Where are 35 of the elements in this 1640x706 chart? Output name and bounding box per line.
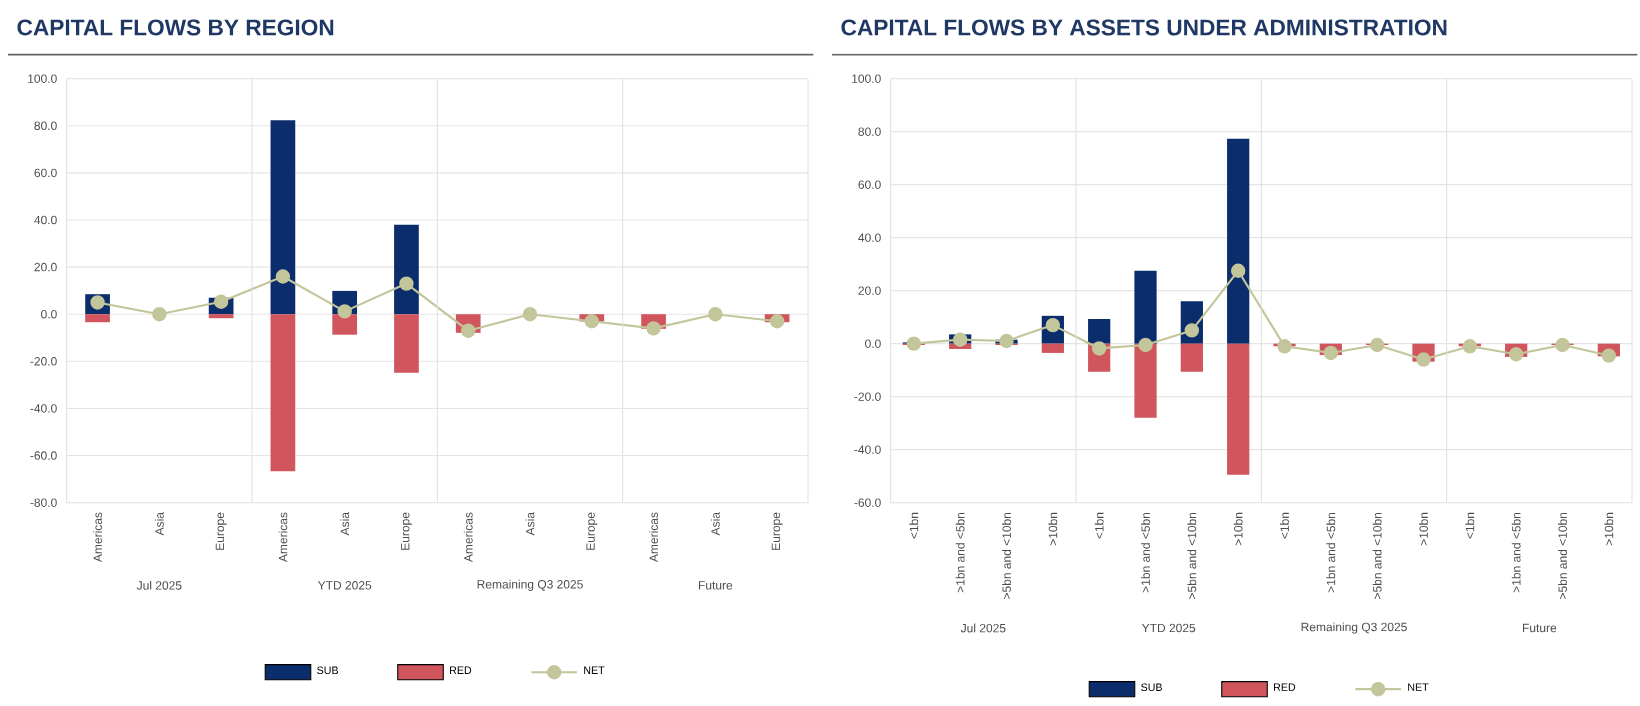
point (1462, 339, 1478, 354)
bar (1180, 343, 1203, 372)
point (646, 321, 661, 336)
point (522, 307, 538, 322)
point (584, 314, 599, 329)
point (275, 269, 291, 284)
bar (394, 314, 419, 373)
bar (1227, 343, 1250, 476)
bar (85, 314, 110, 323)
point (1230, 263, 1246, 279)
point (1277, 339, 1292, 354)
bar (332, 314, 358, 335)
bar (1134, 343, 1157, 419)
bar (394, 224, 419, 315)
point (337, 304, 352, 319)
bar (1041, 343, 1064, 354)
bar (270, 314, 296, 472)
point (1091, 341, 1107, 356)
bar (1134, 271, 1157, 344)
point (399, 276, 414, 292)
point (906, 336, 922, 352)
point (1555, 337, 1570, 353)
point (1369, 337, 1385, 353)
point (1138, 337, 1153, 353)
point (769, 314, 785, 329)
point (1323, 345, 1339, 361)
bar (270, 120, 296, 315)
bar (1088, 319, 1111, 344)
chart-title: CAPITAL FLOWS BY REGION (17, 19, 334, 36)
point (1601, 348, 1617, 363)
point (152, 307, 167, 322)
point (708, 307, 723, 322)
bar (1227, 139, 1250, 344)
chart-title: CAPITAL FLOWS BY ASSETS UNDER ADMINISTRATION (841, 19, 1447, 36)
point (999, 334, 1014, 349)
